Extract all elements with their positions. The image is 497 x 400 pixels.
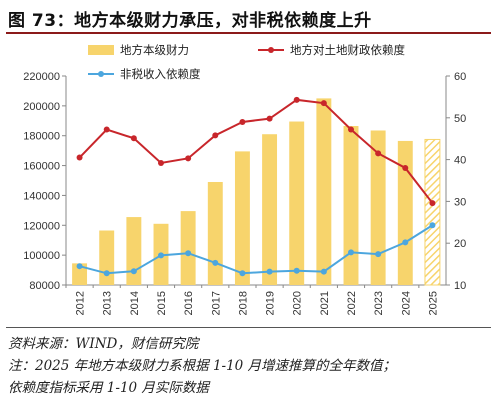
y-left-tick-label: 140000 [23, 190, 60, 202]
chart: 80000 100000 120000 140000 160000 180000 20000… [23, 43, 466, 315]
source-note: 资料来源：WIND，财信研究院 [8, 336, 199, 352]
bar-2022 [343, 126, 359, 285]
bar-2025 [424, 138, 441, 286]
figure-title: 图 73：地方本级财力承压，对非税依赖度上升 [8, 11, 372, 31]
point-series-2-2012 [76, 263, 83, 270]
x-tick-label: 2024 [400, 291, 412, 315]
point-series-2-2016 [185, 250, 192, 257]
bar-2017 [207, 181, 223, 285]
point-series-1-2020 [293, 96, 300, 103]
bar-2014 [126, 217, 142, 285]
line-series-1 [78, 98, 434, 204]
point-series-2-2019 [266, 268, 273, 275]
bar-2019 [262, 134, 278, 285]
y-left-tick-label: 180000 [23, 131, 60, 143]
y-left-tick-label: 120000 [23, 220, 60, 232]
point-series-1-2016 [185, 155, 192, 162]
point-series-1-2014 [130, 135, 137, 142]
point-series-1-2018 [239, 118, 246, 125]
x-tick-label: 2013 [102, 291, 114, 315]
point-series-2-2017 [212, 259, 219, 266]
point-series-2-2013 [103, 270, 110, 277]
legend-label-1: 地方本级财力 [120, 43, 189, 57]
point-series-1-2019 [266, 115, 273, 122]
x-tick-label: 2019 [265, 291, 277, 315]
x-tick-label: 2021 [319, 291, 331, 315]
y-left-tick-label: 200000 [23, 101, 60, 113]
bar-2013 [99, 230, 115, 285]
y-right-tick-label: 10 [454, 280, 466, 292]
y-left-tick-label: 80000 [29, 280, 60, 292]
y-left-tick-label: 160000 [23, 161, 60, 173]
y-left-tick-label: 220000 [23, 71, 60, 83]
legend-label-2: 地方对土地财政依赖度 [290, 43, 405, 57]
point-series-1-2021 [320, 100, 327, 107]
x-tick-label: 2022 [346, 291, 358, 315]
bar-2021 [316, 98, 332, 285]
legend-marker-3 [98, 71, 104, 77]
point-series-1-2012 [76, 154, 83, 161]
x-tick-label: 2015 [156, 291, 168, 315]
point-series-1-2024 [402, 164, 409, 171]
point-series-2-2023 [375, 251, 382, 258]
y-right-tick-label: 40 [454, 155, 466, 167]
point-series-2-2018 [239, 270, 246, 277]
bar-2016 [180, 211, 196, 285]
point-series-1-2025 [429, 200, 436, 207]
axes-layer: 80000 100000 120000 140000 160000 180000 20000… [23, 71, 466, 315]
y-right-tick-label: 60 [454, 71, 466, 83]
x-tick-label: 2023 [373, 291, 385, 315]
point-series-2-2025 [429, 222, 436, 229]
footnote-line-2: 依赖度指标采用 1-10 月实际数据 [8, 380, 209, 396]
y-left-tick-label: 100000 [23, 250, 60, 262]
bar-2018 [234, 151, 250, 285]
legend-label-3: 非税收入依赖度 [120, 67, 201, 81]
legend-swatch-1 [88, 45, 114, 55]
line-series-2 [79, 224, 433, 275]
point-series-2-2021 [320, 268, 327, 275]
bar-2020 [289, 121, 305, 286]
point-series-1-2017 [212, 132, 219, 139]
point-series-1-2022 [348, 126, 354, 133]
x-tick-label: 2020 [292, 291, 304, 315]
point-series-2-2020 [293, 267, 300, 274]
y-right-tick-label: 20 [454, 238, 466, 250]
point-series-2-2024 [402, 239, 409, 246]
y-right-tick-label: 30 [454, 196, 466, 208]
legend-marker-2 [268, 47, 274, 53]
x-tick-label: 2017 [210, 291, 222, 315]
point-series-2-2022 [348, 249, 354, 256]
x-tick-label: 2018 [237, 291, 249, 315]
point-series-1-2023 [375, 150, 382, 157]
footer-rule [6, 327, 491, 328]
x-tick-label: 2012 [75, 291, 87, 315]
bar-2023 [370, 130, 386, 285]
y-right-tick-label: 50 [454, 113, 466, 125]
x-tick-label: 2014 [129, 291, 141, 315]
point-series-1-2013 [103, 126, 110, 133]
bar-2012 [72, 263, 88, 285]
point-series-1-2015 [158, 159, 164, 166]
point-series-2-2014 [130, 268, 137, 275]
x-tick-label: 2025 [427, 291, 439, 315]
footnote-line-1: 注：2025 年地方本级财力系根据 1-10 月增速推算的全年数值； [8, 358, 397, 374]
lines-layer [76, 96, 436, 277]
bar-2024 [397, 140, 413, 285]
bars-layer [72, 98, 441, 286]
title-rule [6, 32, 491, 34]
point-series-2-2015 [158, 252, 164, 259]
x-tick-label: 2016 [183, 291, 195, 315]
